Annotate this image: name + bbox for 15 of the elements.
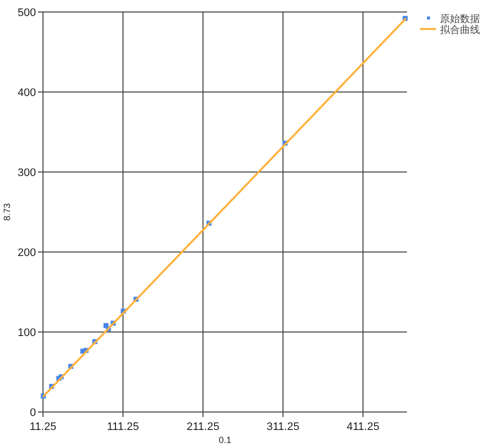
y-tick-label: 500 xyxy=(18,7,36,19)
x-tick-label: 11.25 xyxy=(30,421,56,433)
x-tick-label: 311.25 xyxy=(266,421,300,433)
y-tick-label: 0 xyxy=(30,407,36,419)
x-axis-title: 0.1 xyxy=(218,435,232,445)
x-tick-label: 411.25 xyxy=(346,421,380,433)
legend-label: 拟合曲线 xyxy=(440,24,480,36)
y-tick-label: 200 xyxy=(18,247,36,259)
x-tick-label: 111.25 xyxy=(106,421,140,433)
y-tick-label: 300 xyxy=(18,167,36,179)
x-tick-label: 211.25 xyxy=(186,421,220,433)
y-axis-title: 8.73 xyxy=(2,203,12,221)
legend-label: 原始数据 xyxy=(440,13,480,25)
y-tick-label: 100 xyxy=(18,327,36,339)
y-tick-label: 400 xyxy=(18,87,36,99)
